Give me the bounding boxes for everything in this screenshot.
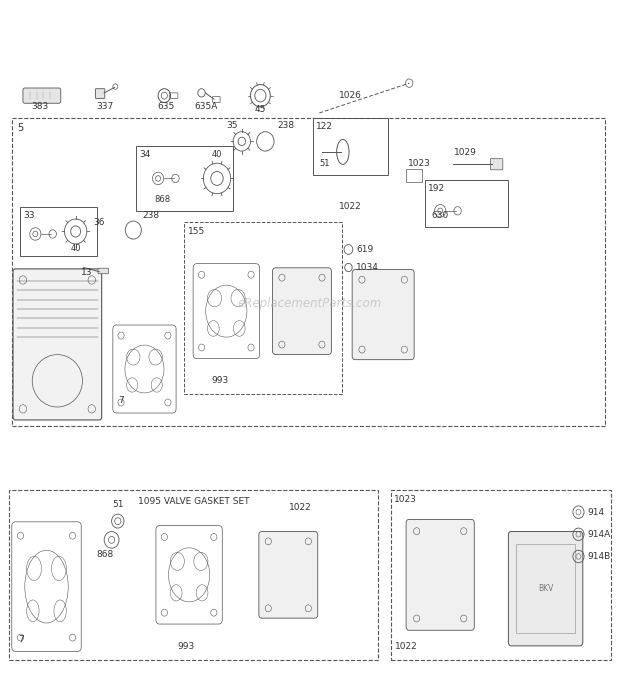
Text: 7: 7 [19, 635, 24, 644]
Text: 1022: 1022 [290, 503, 312, 511]
FancyBboxPatch shape [13, 269, 102, 420]
Text: 33: 33 [23, 211, 35, 220]
Text: 1095 VALVE GASKET SET: 1095 VALVE GASKET SET [138, 497, 249, 506]
Text: 868: 868 [97, 550, 114, 559]
Text: 192: 192 [428, 184, 445, 193]
Text: 5: 5 [17, 123, 24, 133]
Text: 13: 13 [81, 268, 92, 277]
Text: 619: 619 [356, 245, 373, 254]
FancyBboxPatch shape [352, 270, 414, 360]
Text: 337: 337 [97, 102, 114, 111]
Text: 914: 914 [587, 508, 604, 516]
Text: 122: 122 [316, 122, 333, 131]
Text: eReplacementParts.com: eReplacementParts.com [238, 297, 382, 310]
Text: BKV: BKV [538, 584, 553, 593]
Text: 51: 51 [112, 500, 123, 509]
Text: 1023: 1023 [408, 159, 431, 168]
Text: 40: 40 [71, 244, 81, 253]
Text: 35: 35 [227, 121, 238, 130]
FancyBboxPatch shape [490, 159, 503, 170]
Text: 36: 36 [93, 218, 105, 227]
Text: 1023: 1023 [394, 495, 417, 505]
Text: 1026: 1026 [339, 91, 361, 100]
Text: 45: 45 [255, 105, 266, 114]
Text: 868: 868 [154, 195, 170, 204]
Text: 1029: 1029 [454, 148, 476, 157]
Text: 993: 993 [211, 376, 229, 385]
FancyBboxPatch shape [23, 88, 61, 103]
Bar [406, 169, 422, 182]
FancyBboxPatch shape [95, 89, 105, 98]
Text: 993: 993 [177, 642, 195, 651]
Text: 1022: 1022 [339, 202, 361, 211]
FancyBboxPatch shape [259, 532, 318, 618]
FancyBboxPatch shape [406, 520, 474, 631]
Text: 34: 34 [140, 150, 151, 159]
Text: 51: 51 [319, 159, 330, 168]
Bar [136, 146, 232, 211]
FancyBboxPatch shape [98, 268, 108, 274]
Text: 635A: 635A [195, 102, 218, 111]
Text: 40: 40 [212, 150, 222, 159]
Bar [425, 180, 508, 227]
Text: 155: 155 [188, 227, 205, 236]
FancyBboxPatch shape [273, 267, 331, 354]
Text: 635: 635 [157, 102, 175, 111]
Text: 7: 7 [118, 396, 124, 405]
Text: 914A: 914A [587, 530, 610, 538]
Text: 1022: 1022 [395, 642, 417, 651]
Bar [20, 207, 97, 256]
Text: 914B: 914B [587, 552, 610, 561]
Text: 238: 238 [143, 211, 160, 220]
Text: 238: 238 [278, 121, 295, 130]
FancyBboxPatch shape [508, 532, 583, 646]
Text: 630: 630 [431, 211, 448, 220]
Bar [313, 118, 388, 175]
Text: 1034: 1034 [356, 263, 379, 272]
Text: 383: 383 [32, 102, 49, 111]
